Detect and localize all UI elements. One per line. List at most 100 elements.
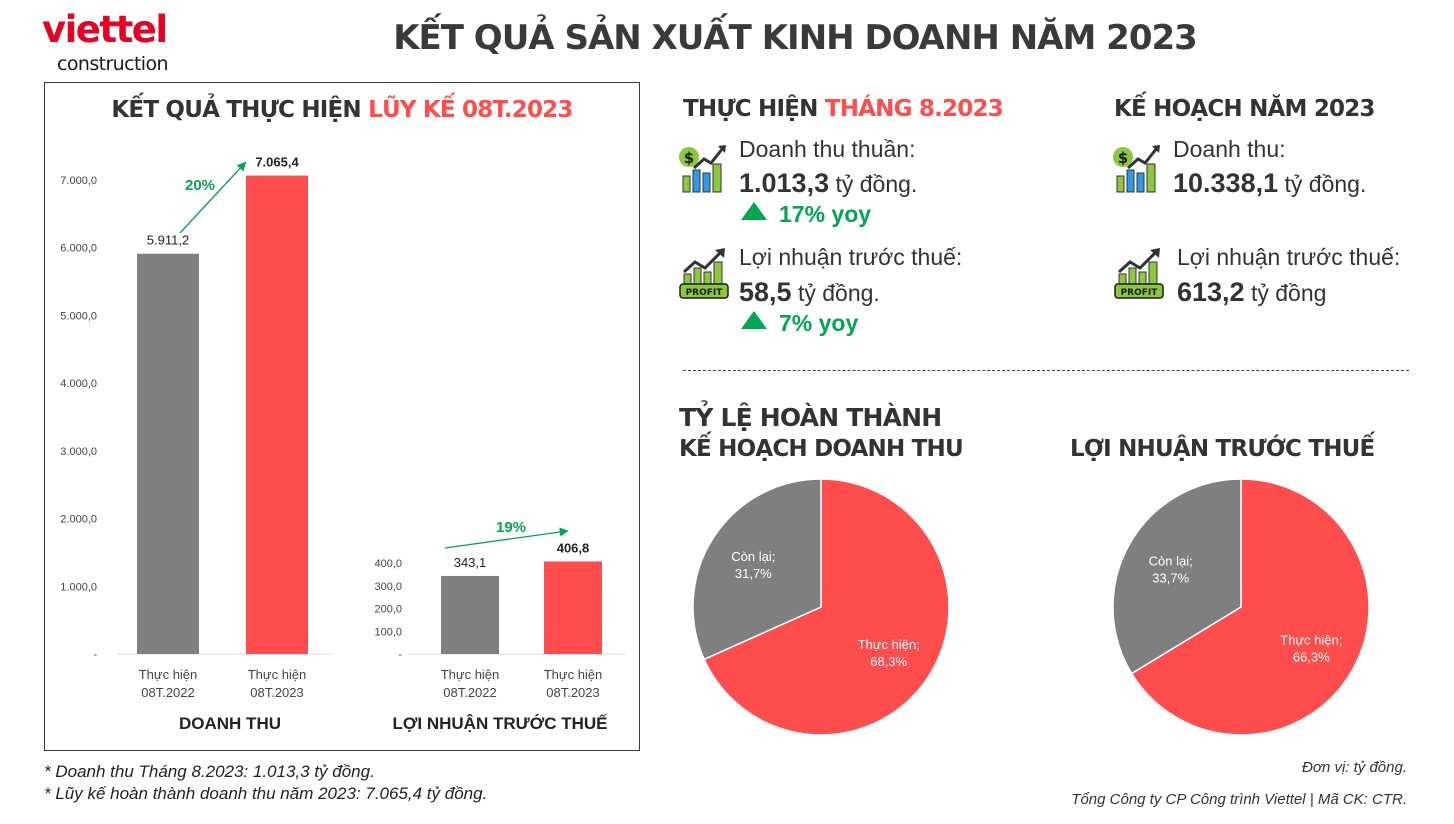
profit-growth-icon: PROFIT bbox=[679, 248, 729, 299]
slice-label: Còn lại; bbox=[1149, 553, 1193, 568]
section-divider bbox=[683, 370, 1409, 371]
profit-bar-chart: - 100,0 200,0 300,0 400,0 343,1 Thực hiện 08T.2… bbox=[374, 519, 625, 733]
data-label: 343,1 bbox=[454, 555, 487, 570]
y-tick-label: - bbox=[93, 649, 97, 661]
svg-text:$: $ bbox=[1118, 149, 1128, 167]
y-tick-label: 200,0 bbox=[374, 604, 402, 616]
y-tick-label: 1.000,0 bbox=[60, 581, 97, 593]
data-label: 7.065,4 bbox=[255, 155, 299, 170]
month-revenue-yoy: 17% yoy bbox=[741, 201, 871, 228]
growth-label: 20% bbox=[185, 177, 215, 194]
plan-section-title: KẾ HOẠCH NĂM 2023 bbox=[1114, 96, 1375, 122]
revenue-growth-chart-icon: $ bbox=[679, 145, 726, 193]
pie-slice bbox=[703, 478, 950, 736]
revenue-completion-title-line1: TỶ LỆ HOÀN THÀNH bbox=[679, 403, 942, 432]
month-revenue-unit: tỷ đồng. bbox=[829, 171, 918, 197]
slice-label: Thực hiện; bbox=[1280, 633, 1342, 648]
month-revenue-yoy-text: 17% yoy bbox=[779, 201, 872, 227]
pie-slice bbox=[1112, 478, 1242, 675]
data-label: 5.911,2 bbox=[147, 233, 189, 248]
month-profit-value: 58,5 tỷ đồng. bbox=[739, 277, 880, 308]
slice-value-label: 68,3% bbox=[870, 654, 907, 669]
revenue-bar-chart: - 1.000,0 2.000,0 3.000,0 4.000,0 5.000,0 6.00… bbox=[60, 155, 332, 733]
y-tick-label: 100,0 bbox=[374, 626, 402, 638]
month-profit-number: 58,5 bbox=[739, 277, 792, 307]
chart-title: LỢI NHUẬN TRƯỚC THUẾ bbox=[393, 714, 608, 733]
data-label: 406,8 bbox=[557, 540, 590, 555]
y-tick-label: 6.000,0 bbox=[60, 243, 97, 255]
cumulative-results-panel: KẾT QUẢ THỰC HIỆN LŨY KẾ 08T.2023 - 1.000… bbox=[44, 82, 640, 751]
plan-revenue-unit: tỷ đồng. bbox=[1278, 171, 1367, 197]
slice-label: Thực hiện; bbox=[858, 637, 920, 652]
profit-growth-icon: PROFIT bbox=[1114, 248, 1164, 299]
bar bbox=[544, 561, 602, 654]
profit-completion-pie: Thực hiện; 66,3% Còn lại; 33,7% bbox=[1112, 478, 1370, 736]
month-profit-yoy: 7% yoy bbox=[741, 310, 858, 337]
pie-slice bbox=[692, 478, 822, 661]
bar bbox=[137, 253, 199, 655]
slice-label: Còn lại; bbox=[731, 549, 775, 564]
month-profit-unit: tỷ đồng. bbox=[791, 280, 880, 306]
up-arrow-icon bbox=[741, 311, 767, 329]
slice-value-label: 33,7% bbox=[1152, 570, 1189, 585]
x-tick-label: 08T.2022 bbox=[141, 685, 195, 700]
plan-revenue-label: Doanh thu: bbox=[1173, 136, 1286, 162]
note-month-revenue: * Doanh thu Tháng 8.2023: 1.013,3 tỷ đồn… bbox=[44, 762, 375, 781]
growth-label: 19% bbox=[496, 519, 526, 536]
slice-value-label: 31,7% bbox=[735, 566, 772, 581]
plan-profit-label: Lợi nhuận trước thuế: bbox=[1177, 244, 1401, 270]
y-tick-label: 400,0 bbox=[374, 558, 402, 570]
x-tick-label: 08T.2023 bbox=[250, 685, 304, 700]
month-profit-yoy-text: 7% yoy bbox=[779, 310, 859, 336]
month-revenue-value: 1.013,3 tỷ đồng. bbox=[739, 168, 917, 199]
y-tick-label: 2.000,0 bbox=[60, 514, 97, 526]
growth-arrow bbox=[444, 527, 569, 549]
plan-revenue-number: 10.338,1 bbox=[1173, 168, 1279, 198]
y-tick-label: 5.000,0 bbox=[60, 310, 97, 322]
x-tick-label: 08T.2023 bbox=[546, 685, 600, 700]
month-revenue-label: Doanh thu thuần: bbox=[739, 136, 916, 162]
growth-arrow bbox=[179, 161, 247, 234]
y-tick-label: 4.000,0 bbox=[60, 378, 97, 390]
bar bbox=[246, 175, 308, 655]
y-tick-label: - bbox=[398, 649, 402, 661]
profit-badge-text: PROFIT bbox=[686, 288, 724, 298]
month-title-main: THỰC HIỆN bbox=[683, 96, 825, 122]
month-title-highlight: THÁNG 8.2023 bbox=[824, 96, 1004, 122]
chart-title: DOANH THU bbox=[179, 714, 281, 733]
month-revenue-number: 1.013,3 bbox=[739, 168, 830, 198]
x-tick-label: Thực hiện bbox=[441, 667, 500, 682]
svg-text:$: $ bbox=[684, 149, 694, 167]
logo-subtitle: construction bbox=[57, 53, 169, 75]
plan-profit-value: 613,2 tỷ đồng bbox=[1177, 277, 1326, 308]
y-tick-label: 300,0 bbox=[374, 581, 402, 593]
month-profit-label: Lợi nhuận trước thuế: bbox=[739, 244, 963, 270]
revenue-completion-pie: Thực hiện; 68,3% Còn lại; 31,7% bbox=[692, 478, 950, 736]
bar bbox=[441, 575, 499, 654]
page-title: KẾT QUẢ SẢN XUẤT KINH DOANH NĂM 2023 bbox=[393, 18, 1198, 58]
x-tick-label: Thực hiện bbox=[139, 667, 198, 682]
revenue-growth-chart-icon: $ bbox=[1113, 145, 1160, 193]
bar-charts: - 1.000,0 2.000,0 3.000,0 4.000,0 5.000,0 6.00… bbox=[60, 155, 625, 733]
cumulative-title-highlight: LŨY KẾ 08T.2023 bbox=[368, 97, 573, 123]
cumulative-results-title: KẾT QUẢ THỰC HIỆN LŨY KẾ 08T.2023 bbox=[45, 97, 639, 123]
x-tick-label: Thực hiện bbox=[248, 667, 307, 682]
viettel-construction-logo: viettel construction bbox=[42, 8, 212, 75]
y-tick-label: 7.000,0 bbox=[60, 175, 97, 187]
plan-profit-number: 613,2 bbox=[1177, 277, 1245, 307]
company-footer: Tổng Công ty CP Công trình Viettel | Mã … bbox=[1071, 791, 1407, 808]
month-section-title: THỰC HIỆN THÁNG 8.2023 bbox=[683, 96, 1004, 122]
plan-revenue-value: 10.338,1 tỷ đồng. bbox=[1173, 168, 1366, 199]
y-tick-label: 3.000,0 bbox=[60, 446, 97, 458]
note-cumulative-revenue: * Lũy kế hoàn thành doanh thu năm 2023: … bbox=[44, 784, 488, 803]
profit-completion-title: LỢI NHUẬN TRƯỚC THUẾ bbox=[1070, 436, 1375, 462]
slice-value-label: 66,3% bbox=[1293, 650, 1330, 665]
x-tick-label: 08T.2022 bbox=[443, 685, 497, 700]
cumulative-title-main: KẾT QUẢ THỰC HIỆN bbox=[111, 97, 369, 123]
up-arrow-icon bbox=[741, 202, 767, 220]
plan-profit-unit: tỷ đồng bbox=[1244, 280, 1327, 306]
profit-badge-text: PROFIT bbox=[1121, 288, 1159, 298]
x-tick-label: Thực hiện bbox=[544, 667, 603, 682]
pie-slice bbox=[1130, 478, 1370, 736]
unit-note: Đơn vị: tỷ đồng. bbox=[1302, 759, 1407, 776]
